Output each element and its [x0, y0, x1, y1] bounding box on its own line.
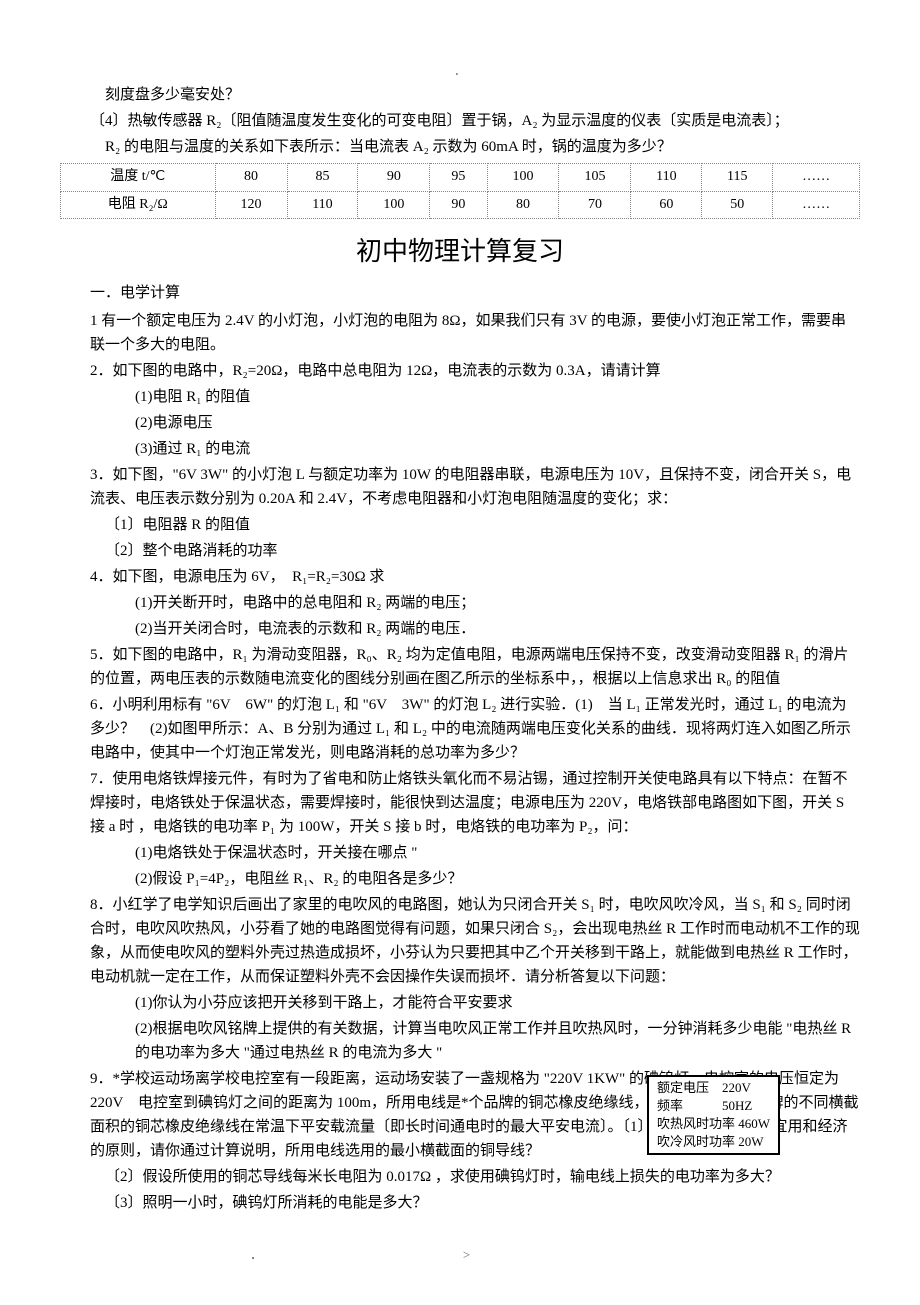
table-cell: 100 [487, 164, 559, 191]
table-cell: …… [773, 164, 860, 191]
table-cell: 95 [430, 164, 487, 191]
problem-3-head: 3．如下图，"6V 3W" 的小灯泡 L 与额定功率为 10W 的电阻器串联，电… [60, 463, 860, 511]
table-cell: 80 [215, 164, 287, 191]
problem-2-sub2: (2)电源电压 [60, 411, 860, 435]
problem-3-sub1: 〔1〕电阻器 R 的阻值 [60, 513, 860, 537]
table-cell: 90 [358, 164, 430, 191]
problem-4-sub2: (2)当开关闭合时，电流表的示数和 R₂ 两端的电压． [60, 617, 860, 641]
table-cell: 50 [702, 191, 773, 218]
q3-tail-text: 刻度盘多少毫安处？ [60, 83, 860, 107]
spec-row: 吹冷风时功率 20W [657, 1133, 770, 1151]
spec-row: 额定电压 220V [657, 1079, 770, 1097]
section-heading: 一．电学计算 [90, 281, 860, 305]
problem-2-head: 2．如下图的电路中，R₂=20Ω，电路中总电阻为 12Ω，电流表的示数为 0.3… [60, 359, 860, 383]
problem-5: 5．如下图的电路中，R₁ 为滑动变阻器，R₀、R₂ 均为定值电阻，电源两端电压保… [60, 643, 860, 691]
page-top-marker: ． [60, 62, 860, 81]
row-label: 电阻 R₂/Ω [61, 191, 216, 218]
row-label: 温度 t/℃ [61, 164, 216, 191]
table-cell: 60 [631, 191, 702, 218]
q4-line2: R₂ 的电阻与温度的关系如下表所示：当电流表 A₂ 示数为 60mA 时，锅的温… [60, 135, 860, 159]
table-cell: …… [773, 191, 860, 218]
table-row: 电阻 R₂/Ω 120 110 100 90 80 70 60 50 …… [61, 191, 860, 218]
problem-8-sub2: (2)根据电吹风铭牌上提供的有关数据，计算当电吹风正常工作并且吹热风时，一分钟消… [60, 1017, 860, 1065]
temperature-resistance-table: 温度 t/℃ 80 85 90 95 100 105 110 115 …… 电阻… [60, 163, 860, 219]
table-cell: 120 [215, 191, 287, 218]
problem-3-sub2: 〔2〕整个电路消耗的功率 [60, 539, 860, 563]
table-cell: 110 [287, 191, 358, 218]
table-cell: 115 [702, 164, 773, 191]
q4-line1: 〔4〕热敏传感器 R₂〔阻值随温度发生变化的可变电阻〕置于锅，A₂ 为显示温度的… [60, 109, 860, 133]
problem-8-sub1: (1)你认为小芬应该把开关移到干路上，才能符合平安要求 [60, 991, 860, 1015]
page-title: 初中物理计算复习 [60, 231, 860, 273]
spec-row: 频率 50HZ [657, 1097, 770, 1115]
table-cell: 70 [559, 191, 631, 218]
problem-2-sub3: (3)通过 R₁ 的电流 [60, 437, 860, 461]
problem-1: 1 有一个额定电压为 2.4V 的小灯泡，小灯泡的电阻为 8Ω，如果我们只有 3… [60, 309, 860, 357]
table-cell: 90 [430, 191, 487, 218]
problem-6: 6．小明利用标有 "6V 6W" 的灯泡 L₁ 和 "6V 3W" 的灯泡 L₂… [60, 693, 860, 765]
table-cell: 80 [487, 191, 559, 218]
problem-9-sub3: 〔3〕照明一小时，碘钨灯所消耗的电能是多大？ [60, 1191, 860, 1215]
problem-7-sub1: (1)电烙铁处于保温状态时，开关接在哪点 " [60, 841, 860, 865]
problem-4-head: 4．如下图，电源电压为 6V， R₁=R₂=30Ω 求 [60, 565, 860, 589]
problem-9-sub2: 〔2〕假设所使用的铜芯导线每米长电阻为 0.017Ω ，求使用碘钨灯时，输电线上… [60, 1165, 860, 1189]
problem-8-head: 8．小红学了电学知识后画出了家里的电吹风的电路图，她认为只闭合开关 S₁ 时，电… [60, 893, 860, 989]
table-cell: 100 [358, 191, 430, 218]
problem-7-head: 7．使用电烙铁焊接元件，有时为了省电和防止烙铁头氧化而不易沾锡，通过控制开关使电… [60, 767, 860, 839]
table-cell: 110 [631, 164, 702, 191]
page-footer-marker: ．> [60, 1245, 860, 1266]
problem-2-sub1: (1)电阻 R₁ 的阻值 [60, 385, 860, 409]
table-cell: 105 [559, 164, 631, 191]
spec-row: 吹热风时功率 460W [657, 1115, 770, 1133]
spec-box: 额定电压 220V 频率 50HZ 吹热风时功率 460W 吹冷风时功率 20W [647, 1075, 780, 1156]
problem-4-sub1: (1)开关断开时，电路中的总电阻和 R₂ 两端的电压； [60, 591, 860, 615]
table-row: 温度 t/℃ 80 85 90 95 100 105 110 115 …… [61, 164, 860, 191]
table-cell: 85 [287, 164, 358, 191]
problem-7-sub2: (2)假设 P₁=4P₂，电阻丝 R₁、R₂ 的电阻各是多少？ [60, 867, 860, 891]
